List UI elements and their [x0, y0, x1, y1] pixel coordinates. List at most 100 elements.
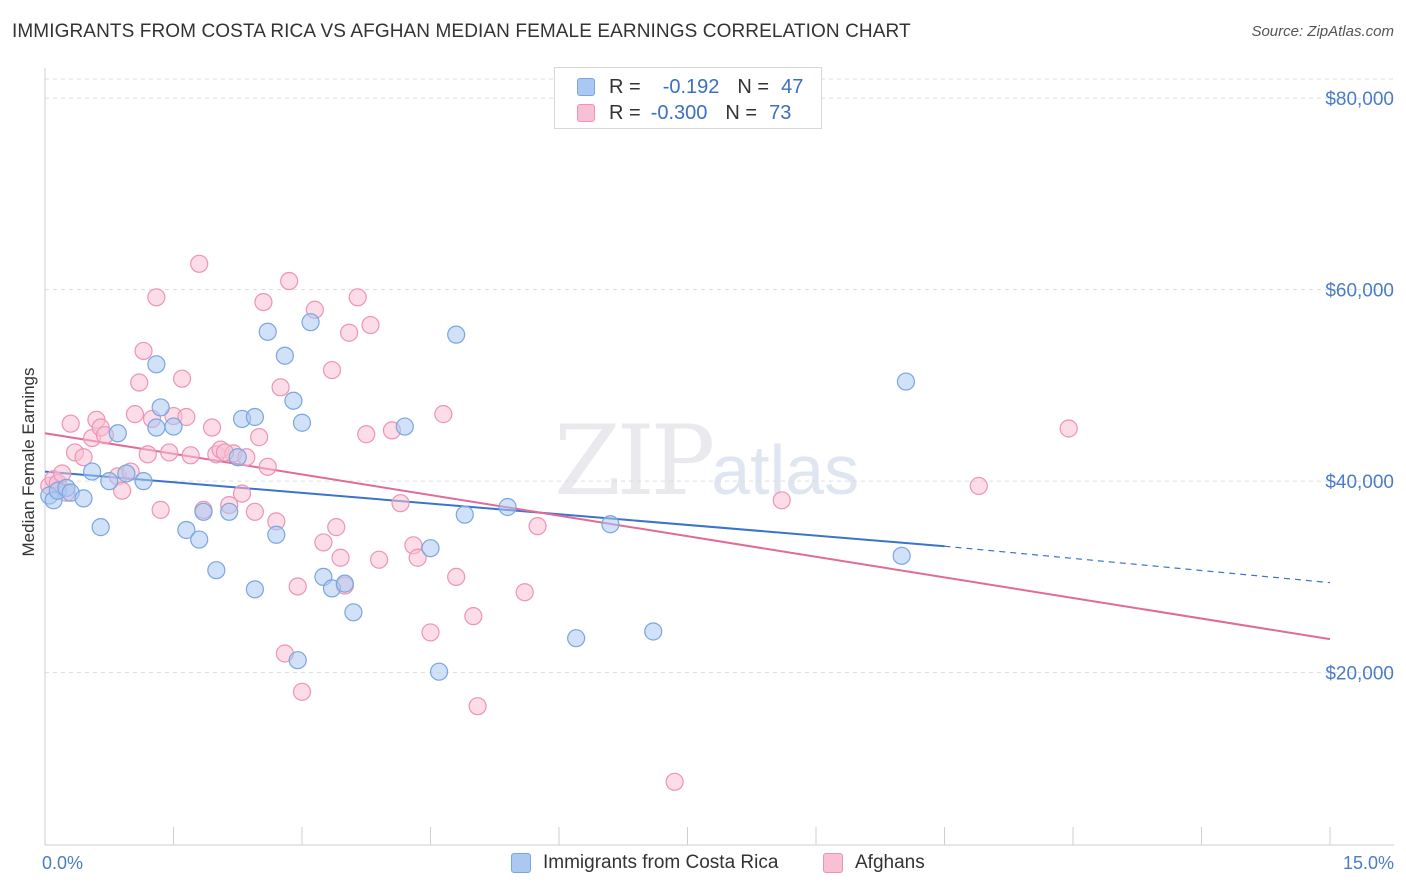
point-afghans: [250, 428, 269, 447]
point-costa-rica: [301, 313, 320, 332]
correlation-legend: R = -0.192 N = 47 R = -0.300 N = 73: [554, 67, 822, 129]
point-afghans: [160, 443, 179, 462]
x-tick-label: 0.0%: [42, 853, 83, 873]
point-costa-rica: [447, 325, 466, 344]
point-afghans: [464, 607, 483, 626]
point-afghans: [138, 445, 157, 464]
point-afghans: [288, 577, 307, 596]
point-afghans: [314, 533, 333, 552]
point-costa-rica: [134, 472, 153, 491]
point-afghans: [177, 407, 196, 427]
point-costa-rica: [147, 355, 166, 374]
legend-n-value: 73: [769, 101, 792, 124]
point-afghans: [202, 418, 222, 437]
bottom-legend-afghans: Afghans: [823, 852, 925, 874]
point-afghans: [969, 476, 988, 496]
point-costa-rica: [194, 502, 213, 521]
legend-r-label: R =: [609, 75, 641, 98]
point-afghans: [280, 271, 299, 291]
point-costa-rica: [275, 346, 294, 365]
point-afghans: [134, 341, 153, 361]
bottom-legend-label-afghans: Afghans: [855, 852, 925, 873]
point-afghans: [515, 583, 534, 602]
point-afghans: [361, 315, 380, 335]
point-afghans: [322, 360, 342, 380]
legend-r-value: -0.300: [650, 101, 708, 124]
point-afghans: [254, 292, 273, 312]
axis-labels: $20,000 $40,000 $60,000 $80,000 0.0% 15.0% Med…: [19, 89, 1394, 873]
point-afghans: [258, 457, 277, 476]
point-costa-rica: [344, 603, 363, 622]
point-afghans: [408, 548, 427, 567]
legend-n-label: N =: [737, 75, 770, 98]
point-afghans: [181, 446, 200, 465]
data-points: [40, 254, 1078, 791]
legend-swatch-costa-rica: [577, 78, 595, 96]
point-costa-rica: [245, 580, 264, 599]
point-costa-rica: [228, 448, 247, 467]
point-costa-rica: [644, 622, 663, 641]
legend-r-value: -0.192: [662, 75, 720, 98]
point-costa-rica: [335, 574, 354, 593]
legend-n-label: N =: [725, 101, 758, 124]
bottom-legend-swatch-afghans: [823, 853, 843, 873]
point-afghans: [772, 491, 791, 510]
bottom-legend-swatch-costa-rica: [511, 853, 531, 873]
point-costa-rica: [100, 472, 119, 491]
y-tick-label: $40,000: [1325, 472, 1394, 493]
point-costa-rica: [245, 407, 264, 427]
chart-title: IMMIGRANTS FROM COSTA RICA VS AFGHAN MED…: [12, 21, 911, 42]
point-afghans: [292, 682, 312, 701]
point-afghans: [74, 448, 93, 467]
point-costa-rica: [395, 417, 414, 436]
point-afghans: [370, 550, 389, 569]
point-afghans: [232, 484, 252, 503]
point-afghans: [665, 772, 684, 791]
point-costa-rica: [220, 502, 239, 521]
axes: [44, 68, 1394, 846]
legend-row-costa-rica: R = -0.192 N = 47: [577, 75, 803, 99]
point-costa-rica: [455, 505, 474, 524]
point-costa-rica: [258, 322, 277, 341]
source-credit: Source: ZipAtlas.com: [1251, 23, 1394, 40]
point-costa-rica: [108, 424, 127, 443]
y-tick-label: $80,000: [1325, 89, 1394, 110]
point-afghans: [125, 405, 145, 424]
legend-row-afghans: R = -0.300 N = 73: [577, 101, 791, 125]
point-afghans: [447, 567, 466, 587]
y-tick-label: $20,000: [1325, 664, 1394, 685]
point-costa-rica: [267, 525, 286, 544]
bottom-legend-label-costa-rica: Immigrants from Costa Rica: [543, 852, 779, 873]
point-costa-rica: [117, 464, 136, 483]
point-costa-rica: [896, 372, 916, 391]
point-costa-rica: [151, 398, 170, 417]
point-costa-rica: [292, 413, 312, 432]
point-costa-rica: [74, 489, 93, 508]
point-afghans: [1059, 419, 1078, 438]
point-afghans: [151, 500, 170, 519]
point-costa-rica: [601, 515, 620, 534]
legend-r-label: R =: [609, 101, 641, 124]
point-costa-rica: [147, 418, 166, 437]
point-afghans: [147, 288, 166, 307]
point-afghans: [391, 494, 410, 513]
point-afghans: [348, 288, 367, 307]
grid-lines: [45, 78, 1394, 674]
point-afghans: [112, 481, 132, 500]
y-axis-label: Median Female Earnings: [19, 368, 38, 557]
point-costa-rica: [207, 561, 226, 580]
watermark-zip: ZIP: [554, 405, 715, 517]
point-afghans: [61, 414, 80, 433]
point-costa-rica: [892, 546, 911, 565]
point-afghans: [421, 623, 440, 642]
point-costa-rica: [190, 530, 209, 549]
point-afghans: [130, 373, 149, 392]
point-costa-rica: [498, 497, 517, 517]
x-tick-label: 15.0%: [1343, 853, 1394, 873]
legend-swatch-afghans: [577, 104, 595, 122]
point-afghans: [245, 502, 264, 521]
point-afghans: [172, 369, 192, 388]
trend-line-costa-rica-extension: [944, 545, 1331, 584]
point-costa-rica: [421, 539, 440, 558]
